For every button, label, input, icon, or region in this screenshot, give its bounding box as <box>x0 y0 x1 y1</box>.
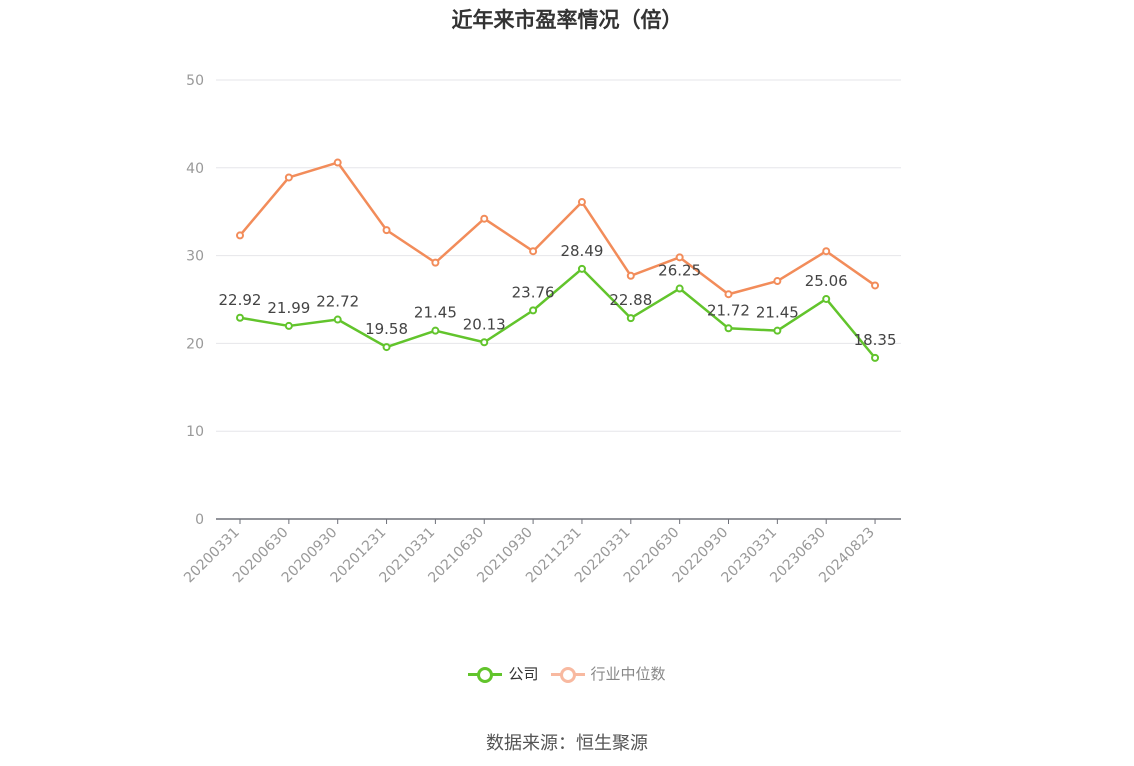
data-point-company-20220930 <box>724 324 733 333</box>
data-point-company-20210331 <box>431 326 440 335</box>
series-line-industry <box>239 161 876 296</box>
data-source-note: 数据来源：恒生聚源 <box>486 733 648 754</box>
data-point-industry-20211231 <box>577 198 586 207</box>
data-point-industry-20200630 <box>284 173 293 182</box>
data-label-company-20210331: 21.45 <box>414 304 457 322</box>
data-label-company-20210630: 20.13 <box>463 315 506 333</box>
data-point-industry-20200331 <box>236 231 244 240</box>
series-line-company <box>239 267 877 359</box>
data-point-company-20210630 <box>480 338 489 347</box>
data-point-company-20230630 <box>822 294 831 303</box>
data-point-company-20230331 <box>773 326 782 335</box>
data-point-industry-20240823 <box>871 281 880 290</box>
data-point-company-20220331 <box>626 314 635 323</box>
data-label-company-20230331: 21.45 <box>756 304 799 322</box>
data-point-company-20200630 <box>284 321 293 330</box>
data-point-industry-20210331 <box>431 258 440 267</box>
data-point-industry-20200930 <box>333 158 342 167</box>
data-label-company-20210930: 23.76 <box>512 283 555 301</box>
data-label-company-20200930: 22.72 <box>316 293 359 311</box>
y-tick-label-50: 50 <box>186 73 204 89</box>
data-point-industry-20230630 <box>822 247 831 256</box>
data-label-company-20220331: 22.88 <box>609 291 652 309</box>
legend-industry-label: 行业中位数 <box>590 665 666 683</box>
data-point-industry-20220930 <box>724 290 733 299</box>
legend-industry-marker-icon <box>550 664 585 684</box>
data-point-industry-20220630 <box>675 253 684 262</box>
data-label-company-20200331: 22.92 <box>219 291 262 309</box>
data-point-company-20200930 <box>333 315 342 324</box>
data-label-company-20200630: 21.99 <box>267 299 310 317</box>
data-label-company-20220930: 21.72 <box>707 301 750 319</box>
chart-legend: 公司 行业中位数 <box>0 663 1134 684</box>
data-point-company-20220630 <box>675 284 684 293</box>
data-point-company-20201231 <box>382 343 391 352</box>
data-point-industry-20210930 <box>529 247 538 256</box>
legend-company-marker-icon <box>468 664 503 684</box>
data-point-industry-20210630 <box>480 214 489 223</box>
data-point-industry-20220331 <box>626 271 635 280</box>
y-tick-label-0: 0 <box>195 512 204 528</box>
y-tick-label-20: 20 <box>186 336 204 352</box>
data-point-industry-20201231 <box>382 226 391 235</box>
data-label-company-20201231: 19.58 <box>365 320 408 338</box>
data-point-industry-20230331 <box>773 277 782 286</box>
data-point-company-20211231 <box>577 264 586 273</box>
legend-item-company[interactable]: 公司 <box>468 663 539 684</box>
y-tick-label-10: 10 <box>186 424 204 440</box>
data-label-company-20240823: 18.35 <box>854 331 897 349</box>
y-tick-label-40: 40 <box>186 161 204 177</box>
data-point-company-20200331 <box>236 313 244 322</box>
data-point-company-20240823 <box>871 353 880 362</box>
data-label-company-20220630: 26.25 <box>658 262 701 280</box>
data-point-company-20210930 <box>529 306 538 315</box>
data-label-company-20211231: 28.49 <box>560 242 603 260</box>
legend-company-label: 公司 <box>508 665 539 683</box>
legend-item-industry-median[interactable]: 行业中位数 <box>550 663 666 684</box>
y-tick-label-30: 30 <box>186 249 204 265</box>
chart-title: 近年来市盈率情况（倍） <box>451 8 683 32</box>
data-label-company-20230630: 25.06 <box>805 272 848 290</box>
